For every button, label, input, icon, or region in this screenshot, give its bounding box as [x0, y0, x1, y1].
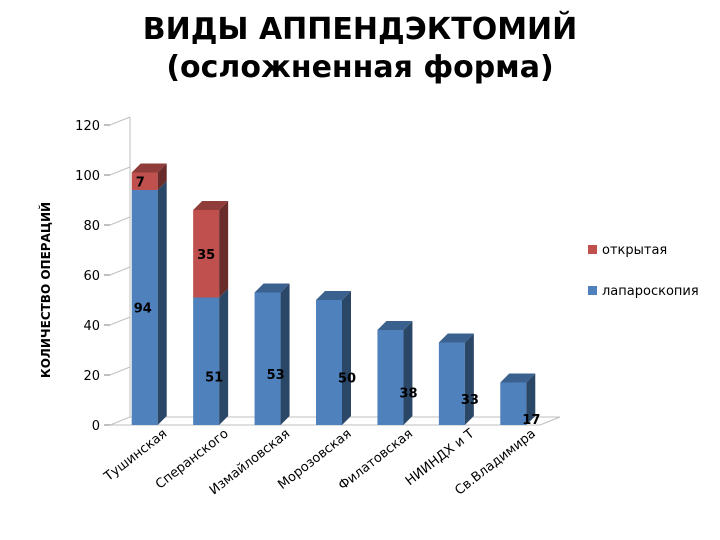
legend-swatch-2: [588, 286, 597, 295]
bar-6-laparoscopy-top: [438, 333, 474, 343]
bar-4-laparoscopy: [316, 291, 351, 425]
bar-5-laparoscopy-front: [377, 330, 404, 425]
bar-7-laparoscopy-front: [500, 382, 527, 425]
bar-6-laparoscopy-side: [464, 333, 474, 425]
legend-label-2: лапароскопия: [602, 284, 699, 299]
chart-legend: открытая лапароскопия: [588, 243, 699, 299]
y-tick-diagonal: [109, 166, 131, 176]
bar-1-laparoscopy: [131, 181, 167, 425]
bar-3-laparoscopy-front: [254, 292, 281, 425]
bar-2-open: [193, 201, 229, 298]
data-label-open-1: 7: [136, 175, 145, 190]
bar-5-laparoscopy: [377, 321, 413, 425]
y-tick-diagonal: [109, 416, 131, 426]
y-tick-label: 80: [83, 219, 100, 234]
data-label-laparoscopy-2: 51: [205, 370, 223, 385]
bar-7-laparoscopy: [500, 373, 536, 425]
bar-3-laparoscopy: [254, 283, 290, 425]
y-tick-label: 20: [83, 369, 100, 384]
y-tick-diagonal: [109, 316, 131, 326]
bar-2-open-front: [193, 210, 220, 298]
bar-4-laparoscopy-side: [342, 291, 351, 425]
bar-2-laparoscopy-front: [193, 297, 220, 425]
bar-3-laparoscopy-top: [254, 283, 290, 293]
bar-4-laparoscopy-front: [316, 300, 342, 425]
y-tick-label: 120: [75, 119, 100, 134]
bar-4-laparoscopy-top: [316, 291, 351, 300]
y-tick-diagonal: [109, 116, 131, 126]
bar-2-laparoscopy-side: [219, 288, 229, 425]
bar-2-laparoscopy: [193, 288, 229, 425]
data-label-open-2: 35: [197, 248, 215, 263]
bar-6-laparoscopy: [438, 333, 474, 425]
bar-7-laparoscopy-top: [500, 373, 536, 383]
bar-2-open-side: [219, 201, 229, 298]
data-label-laparoscopy-5: 38: [399, 387, 417, 402]
data-label-laparoscopy-3: 53: [267, 368, 285, 383]
legend-swatch-1: [588, 245, 597, 254]
data-label-laparoscopy-6: 33: [461, 393, 479, 408]
chart-bars: [131, 163, 536, 425]
y-tick-diagonal: [109, 266, 131, 276]
y-tick-label: 0: [92, 419, 100, 434]
bar-1-open: [131, 163, 167, 190]
bar-1-laparoscopy-side: [157, 181, 167, 425]
legend-label-1: открытая: [602, 243, 667, 258]
bar-1-laparoscopy-front: [131, 190, 158, 425]
y-tick-label: 60: [83, 269, 100, 284]
bar-7-laparoscopy-side: [526, 373, 536, 425]
y-tick-diagonal: [109, 216, 131, 226]
bar-3-laparoscopy-side: [280, 283, 290, 425]
bar-6-laparoscopy-front: [438, 342, 465, 425]
data-label-laparoscopy-7: 17: [522, 413, 540, 428]
y-tick-label: 40: [83, 319, 100, 334]
bar-1-open-top: [131, 163, 167, 173]
bar-1-open-side: [157, 163, 167, 190]
floor-side-line: [539, 416, 561, 426]
chart-axes: 0 20 40 60 80 100 120: [75, 116, 561, 434]
bar-1-open-front: [131, 172, 158, 190]
chart-subtitle: (осложненная форма): [166, 50, 554, 85]
y-axis-label: КОЛИЧЕСТВО ОПЕРАЦИЙ: [38, 202, 53, 378]
y-tick-diagonal: [109, 366, 131, 376]
bar-2-open-top: [193, 201, 229, 210]
y-tick-label: 100: [75, 169, 100, 184]
bar-5-laparoscopy-side: [403, 321, 413, 425]
bar-5-laparoscopy-top: [377, 321, 413, 330]
data-label-laparoscopy-1: 94: [134, 302, 152, 317]
data-label-laparoscopy-4: 50: [338, 372, 356, 387]
chart-title: ВИДЫ АППЕНДЭКТОМИЙ: [142, 12, 578, 47]
